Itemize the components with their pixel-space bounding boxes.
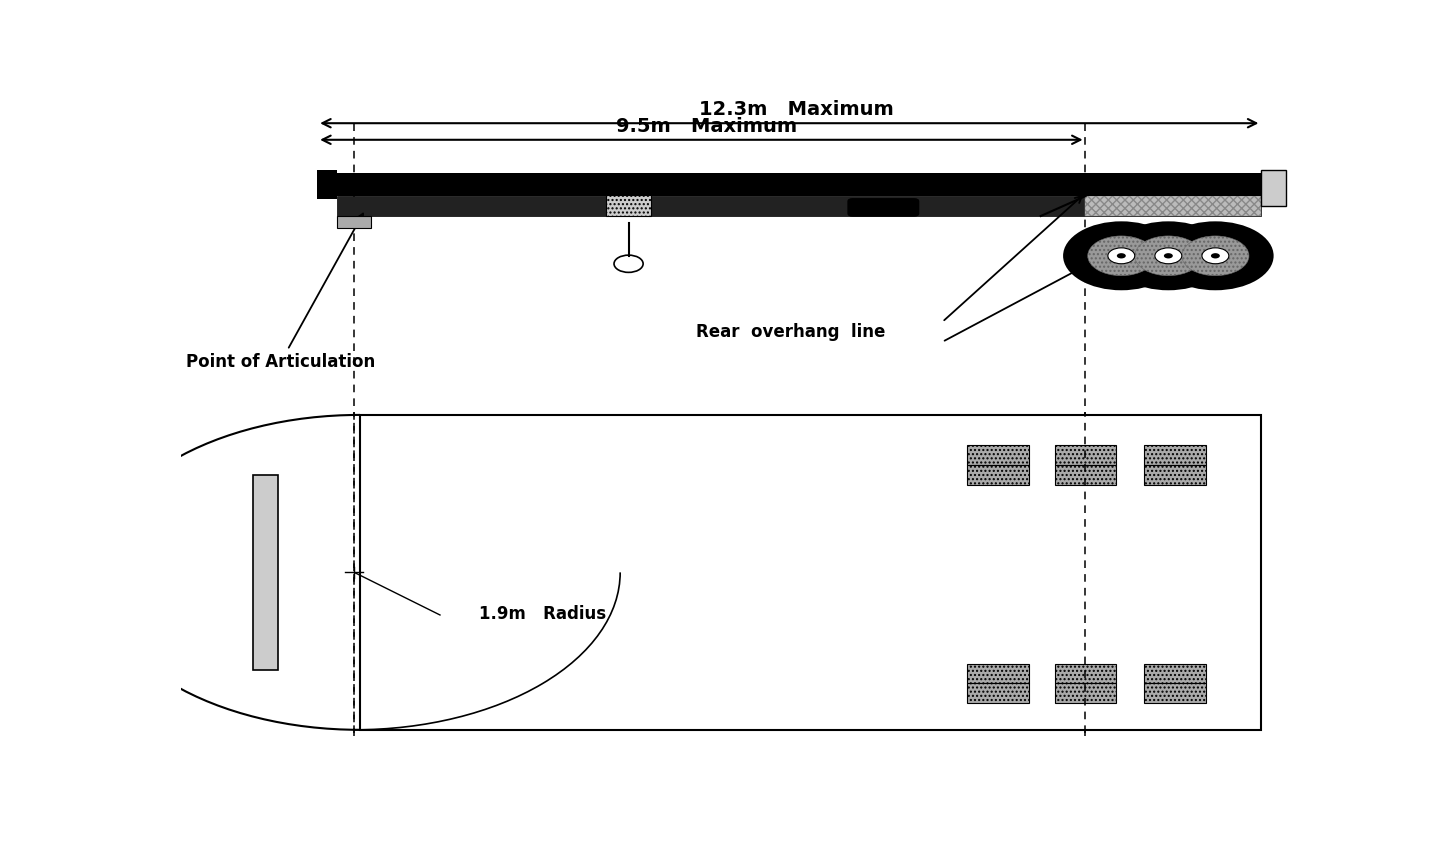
Circle shape <box>1117 253 1126 258</box>
Text: 9.5m   Maximum: 9.5m Maximum <box>617 117 798 136</box>
Text: 12.3m   Maximum: 12.3m Maximum <box>699 100 894 119</box>
Bar <box>1055 465 1117 485</box>
Circle shape <box>1157 221 1273 290</box>
Bar <box>1055 664 1117 684</box>
Bar <box>967 664 1029 684</box>
Circle shape <box>1134 236 1202 276</box>
Bar <box>1085 196 1261 216</box>
Bar <box>967 445 1029 465</box>
Bar <box>1144 465 1207 485</box>
Circle shape <box>1202 248 1228 263</box>
Bar <box>1055 684 1117 703</box>
Text: Point of Articulation: Point of Articulation <box>186 214 376 371</box>
Circle shape <box>1110 221 1227 290</box>
Bar <box>318 170 338 200</box>
Bar <box>967 684 1029 703</box>
Bar <box>607 195 650 216</box>
Circle shape <box>1155 248 1182 263</box>
Bar <box>1144 684 1207 703</box>
Bar <box>253 474 277 670</box>
Bar <box>1261 170 1286 206</box>
Bar <box>967 465 1029 485</box>
Text: Rear  overhang  line: Rear overhang line <box>696 323 886 341</box>
Bar <box>1144 445 1207 465</box>
Bar <box>360 415 1261 730</box>
Bar <box>1144 664 1207 684</box>
Circle shape <box>1088 236 1155 276</box>
Circle shape <box>1182 236 1248 276</box>
FancyBboxPatch shape <box>848 199 919 216</box>
Circle shape <box>1211 253 1220 258</box>
Bar <box>1055 445 1117 465</box>
Bar <box>338 216 371 228</box>
Bar <box>338 173 1261 196</box>
Circle shape <box>1163 253 1173 258</box>
Circle shape <box>1064 221 1179 290</box>
Bar <box>338 196 1261 216</box>
Text: 1.9m   Radius: 1.9m Radius <box>480 604 607 623</box>
Circle shape <box>1108 248 1134 263</box>
